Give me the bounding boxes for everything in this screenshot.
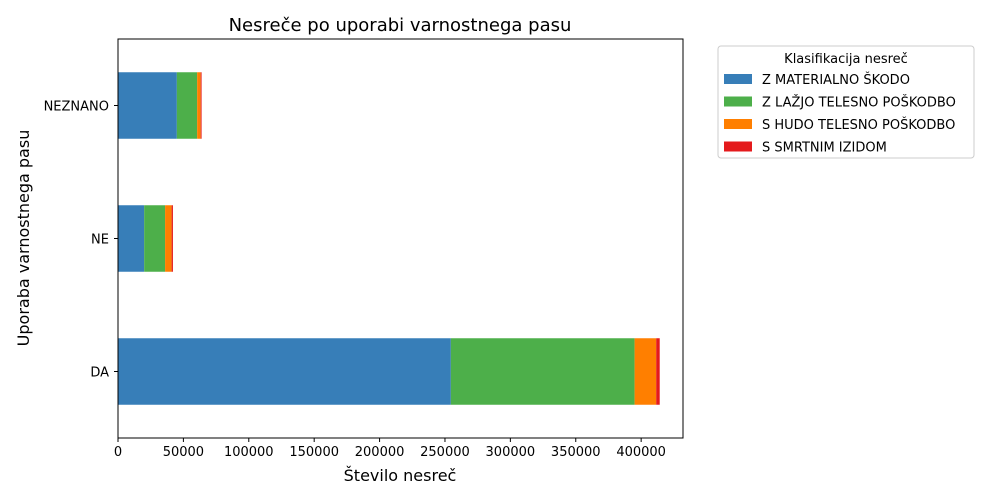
bar-da-series-2: [634, 338, 657, 405]
bar-da-series-0: [118, 338, 451, 405]
y-tick-label: DA: [90, 366, 109, 381]
legend-swatch: [724, 141, 752, 152]
legend-label: S SMRTNIM IZIDOM: [762, 141, 887, 156]
bar-neznano-series-1: [176, 72, 198, 139]
x-tick-label: 0: [114, 445, 122, 460]
x-tick-label: 200000: [355, 445, 405, 460]
legend-label: Z LAŽJO TELESNO POŠKODBO: [762, 95, 956, 111]
bar-da-series-3: [656, 338, 660, 405]
y-tick-label: NE: [91, 233, 109, 248]
y-tick-label: NEZNANO: [44, 100, 109, 115]
bar-ne-series-3: [171, 205, 173, 272]
x-axis-label: Število nesreč: [344, 466, 457, 485]
bar-neznano-series-2: [197, 72, 201, 139]
x-tick-label: 50000: [163, 445, 204, 460]
x-tick-label: 300000: [486, 445, 536, 460]
x-tick-label: 400000: [616, 445, 666, 460]
bars-group: [118, 72, 660, 405]
x-tick-label: 350000: [551, 445, 601, 460]
bar-ne-series-1: [144, 205, 166, 272]
x-tick-label: 150000: [289, 445, 339, 460]
legend-swatch: [724, 74, 752, 84]
legend-label: Z MATERIALNO ŠKODO: [762, 72, 910, 88]
legend-swatch: [724, 96, 752, 107]
legend: Klasifikacija nesreč Z MATERIALNO ŠKODOZ…: [717, 45, 975, 159]
bar-neznano-series-0: [118, 72, 177, 139]
legend-box: [717, 45, 975, 159]
chart-title: Nesreče po uporabi varnostnega pasu: [229, 15, 572, 36]
legend-items: Z MATERIALNO ŠKODO Z LAŽJO TELESNO POŠKOD…: [724, 72, 956, 156]
x-axis: 0 50000 100000 150000 200000 250000 300000 3500…: [114, 438, 666, 460]
bar-ne-series-2: [165, 205, 172, 272]
legend-swatch: [724, 119, 752, 129]
legend-label: S HUDO TELESNO POŠKODBO: [762, 117, 955, 133]
bar-ne-series-0: [118, 205, 145, 272]
bar-da-series-1: [450, 338, 635, 405]
bar-neznano-series-3: [200, 72, 202, 139]
x-tick-label: 250000: [420, 445, 470, 460]
legend-title: Klasifikacija nesreč: [784, 52, 908, 67]
y-axis-label: Uporaba varnostnega pasu: [14, 130, 33, 347]
y-axis: DA NE NEZNANO: [44, 100, 118, 381]
x-tick-label: 100000: [224, 445, 274, 460]
